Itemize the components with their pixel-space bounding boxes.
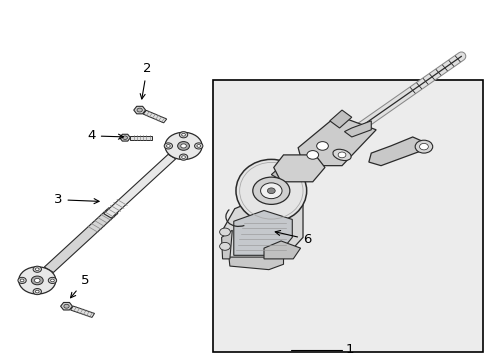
Polygon shape bbox=[368, 137, 424, 166]
Circle shape bbox=[219, 242, 230, 250]
Circle shape bbox=[48, 277, 57, 283]
Polygon shape bbox=[61, 302, 72, 310]
Circle shape bbox=[122, 136, 127, 139]
Circle shape bbox=[181, 144, 186, 148]
Polygon shape bbox=[298, 116, 375, 166]
Text: 5: 5 bbox=[70, 274, 89, 298]
Circle shape bbox=[33, 288, 41, 294]
Polygon shape bbox=[271, 164, 293, 180]
Circle shape bbox=[182, 156, 185, 158]
Circle shape bbox=[19, 267, 56, 294]
Polygon shape bbox=[103, 154, 175, 218]
Circle shape bbox=[177, 141, 189, 150]
Text: 6: 6 bbox=[275, 230, 311, 246]
Circle shape bbox=[179, 154, 187, 160]
Circle shape bbox=[18, 277, 26, 283]
Circle shape bbox=[35, 290, 39, 293]
Polygon shape bbox=[222, 194, 303, 259]
Circle shape bbox=[182, 134, 185, 136]
Circle shape bbox=[267, 188, 275, 194]
Ellipse shape bbox=[332, 149, 350, 161]
Circle shape bbox=[51, 279, 54, 282]
Polygon shape bbox=[130, 136, 152, 140]
Circle shape bbox=[137, 108, 142, 112]
Circle shape bbox=[33, 266, 41, 272]
Circle shape bbox=[197, 145, 200, 147]
Polygon shape bbox=[344, 121, 370, 137]
Circle shape bbox=[219, 228, 230, 236]
Polygon shape bbox=[273, 155, 325, 182]
Polygon shape bbox=[233, 211, 292, 255]
Circle shape bbox=[306, 150, 318, 159]
Text: 3: 3 bbox=[54, 193, 99, 206]
Polygon shape bbox=[329, 110, 351, 128]
Bar bbox=[212, 80, 483, 352]
Polygon shape bbox=[143, 110, 166, 123]
Circle shape bbox=[337, 152, 345, 158]
Ellipse shape bbox=[236, 159, 306, 222]
Polygon shape bbox=[120, 134, 130, 141]
Circle shape bbox=[260, 183, 282, 199]
Circle shape bbox=[419, 143, 427, 150]
Circle shape bbox=[316, 141, 328, 150]
Circle shape bbox=[166, 145, 170, 147]
Circle shape bbox=[179, 132, 187, 138]
Polygon shape bbox=[228, 257, 283, 270]
Circle shape bbox=[164, 132, 202, 159]
Circle shape bbox=[31, 276, 43, 285]
Polygon shape bbox=[44, 208, 118, 273]
Circle shape bbox=[164, 143, 172, 149]
Text: 1: 1 bbox=[345, 343, 353, 356]
Circle shape bbox=[20, 279, 24, 282]
Circle shape bbox=[414, 140, 432, 153]
Polygon shape bbox=[134, 106, 145, 114]
Polygon shape bbox=[221, 230, 232, 259]
Circle shape bbox=[252, 177, 289, 204]
Text: 2: 2 bbox=[140, 62, 151, 99]
Text: 4: 4 bbox=[87, 129, 123, 143]
Circle shape bbox=[194, 143, 203, 149]
Circle shape bbox=[64, 304, 69, 308]
Polygon shape bbox=[264, 241, 300, 259]
Circle shape bbox=[35, 278, 40, 283]
Polygon shape bbox=[70, 306, 94, 318]
Circle shape bbox=[35, 268, 39, 271]
